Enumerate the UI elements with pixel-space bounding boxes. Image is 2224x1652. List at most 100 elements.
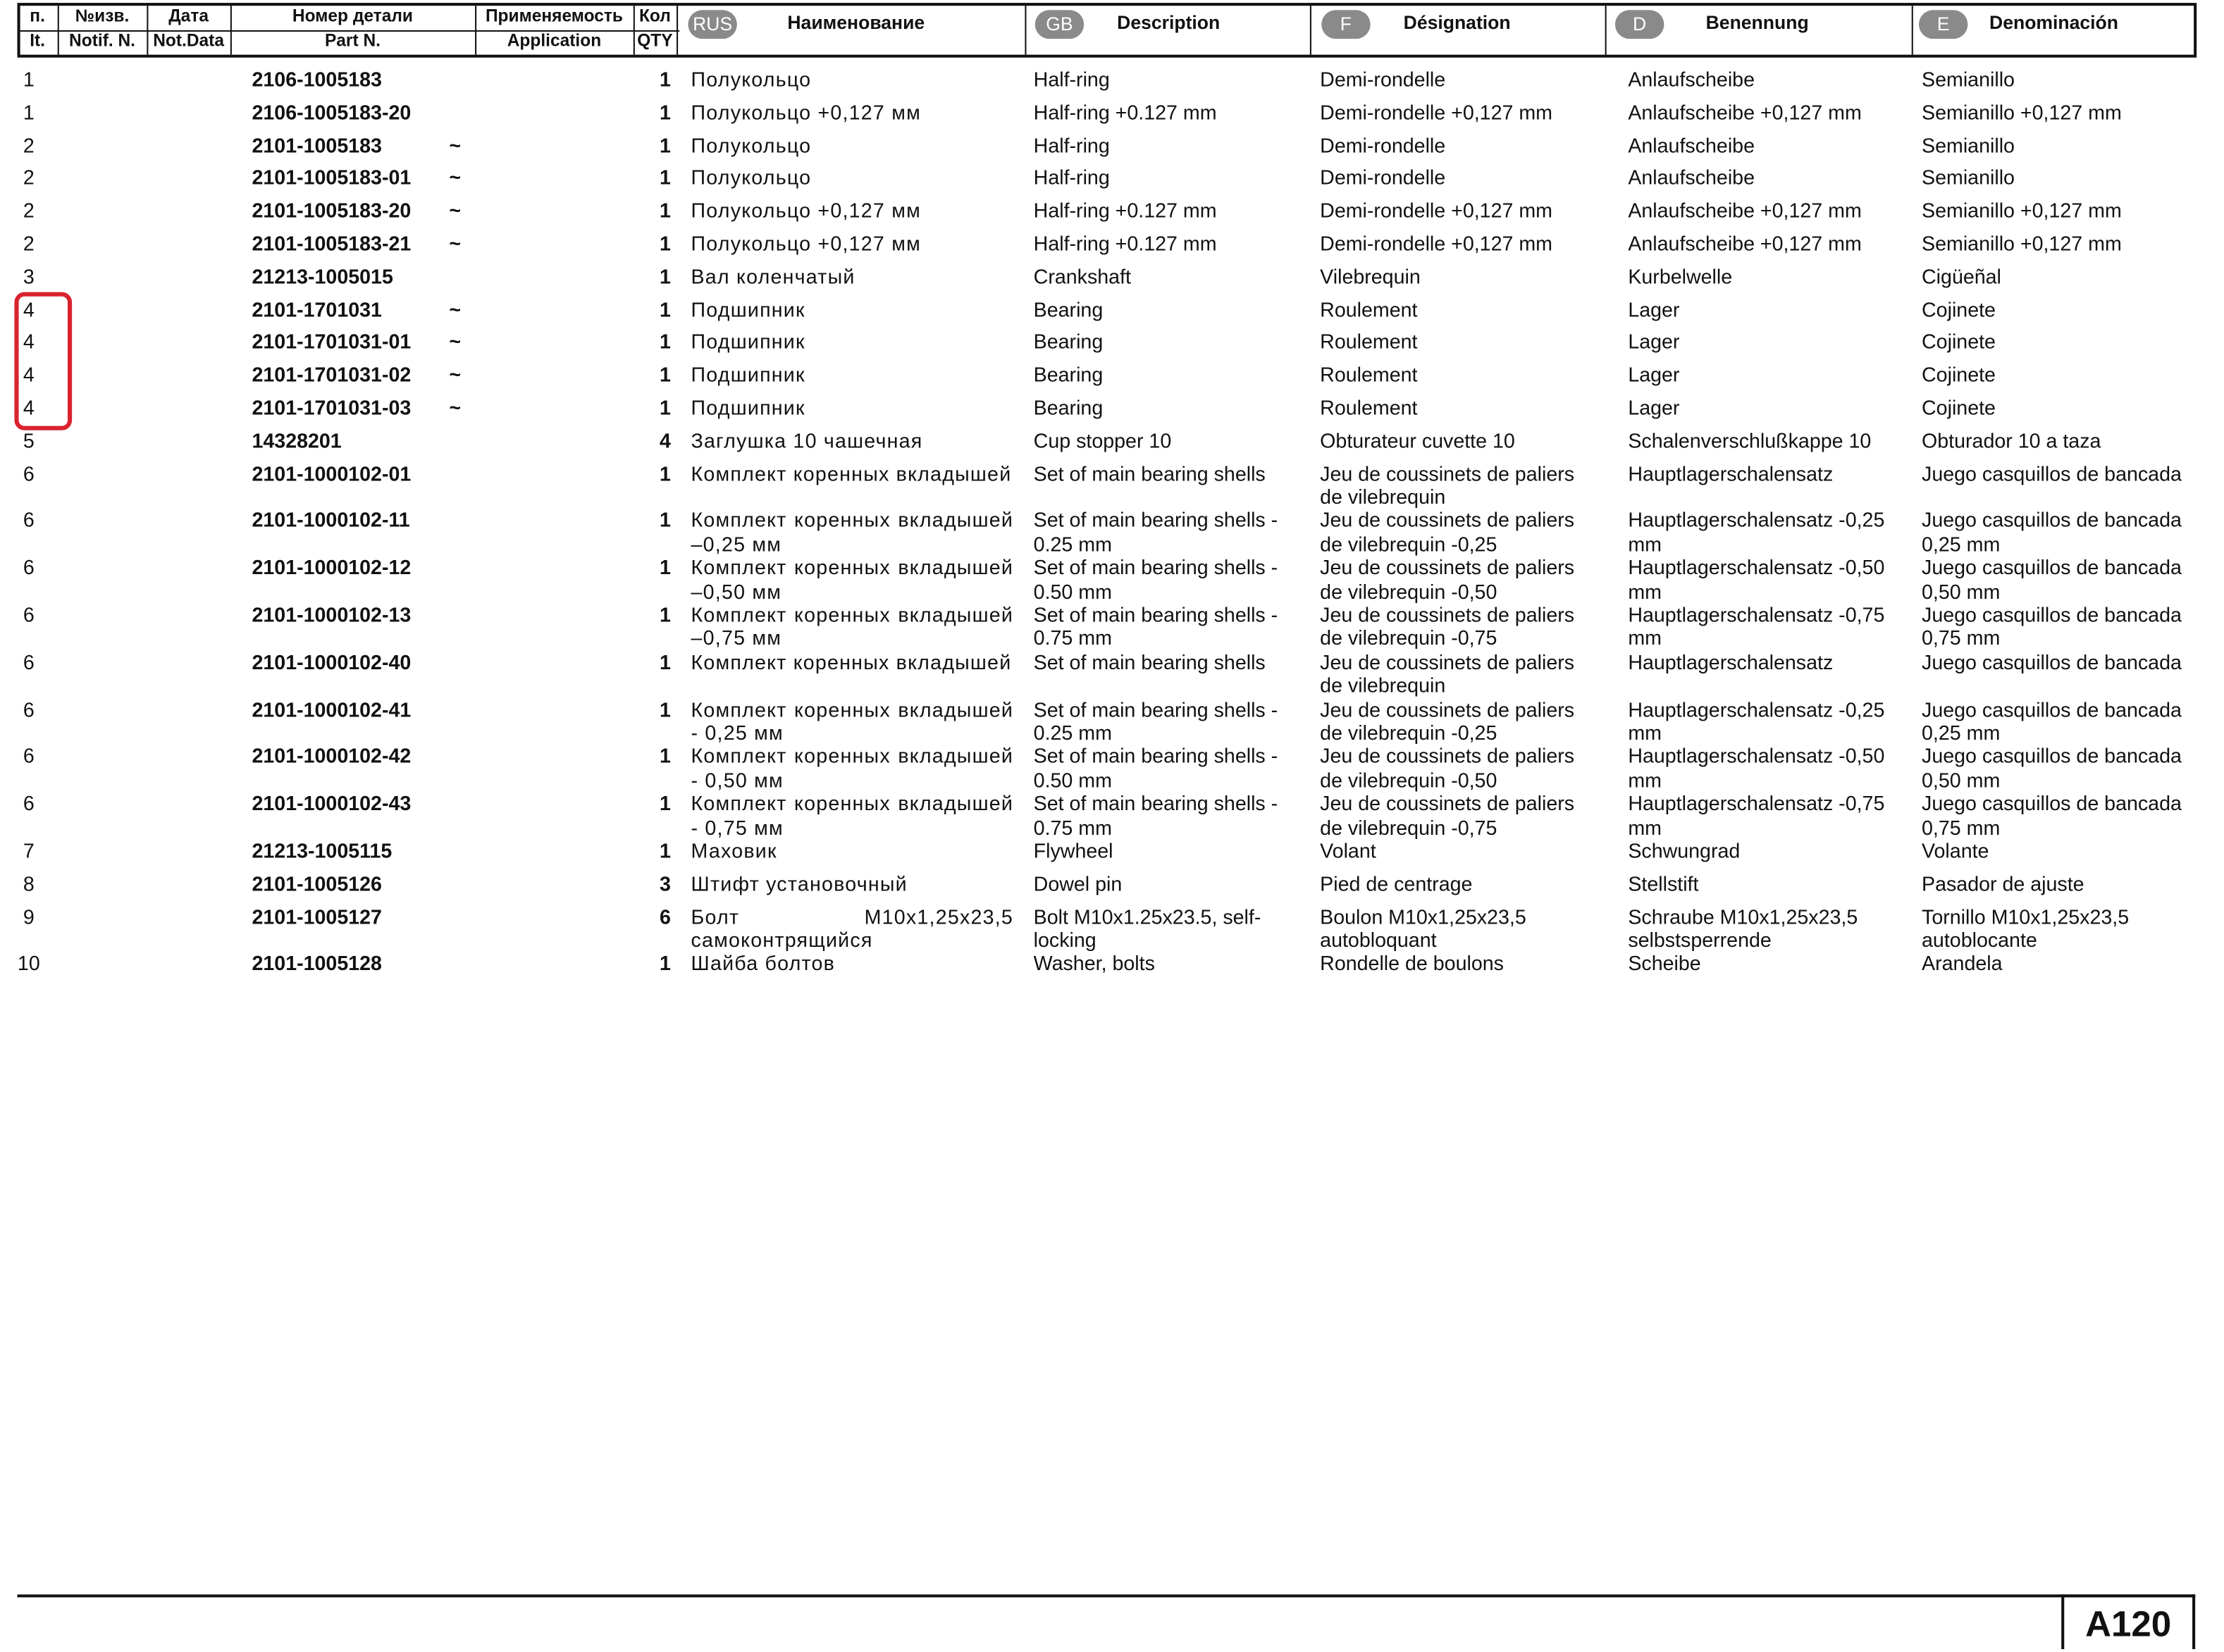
col-line: [230, 6, 232, 55]
table-row: 6 2101-1000102-40 1 Комплект коренных вклад…: [0, 650, 2224, 697]
name-gb: Half-ring +0.127 mm: [1033, 231, 1217, 255]
language-title: Denominación: [1989, 11, 2119, 33]
part-number: 2101-1000102-11: [252, 508, 410, 532]
table-row: 2 2101-1005183-01 ~ 1 Полукольцо Half-ring Dem…: [0, 166, 2224, 199]
table-row: 5 14328201 4 Заглушка 10 чашечная Cup stoppe…: [0, 428, 2224, 461]
name-gb: Set of main bearing shells - 0.75 mm: [1033, 792, 1278, 839]
application-mark: ~: [449, 166, 462, 190]
quantity: 1: [659, 744, 671, 768]
part-number: 2101-1005127: [252, 905, 382, 928]
name-d: Anlaufscheibe +0,127 mm: [1628, 231, 1862, 255]
name-rus: Комплект коренных вкладышей - 0,50 мм: [691, 744, 1014, 792]
name-rus: Вал коленчатый: [691, 264, 855, 288]
name-gb: Half-ring: [1033, 166, 1110, 190]
col-line: [1025, 6, 1027, 55]
quantity: 3: [659, 871, 671, 895]
name-e: Juego casquillos de bancada: [1922, 461, 2182, 485]
language-badge: E: [1918, 10, 1968, 39]
name-e: Cojinete: [1922, 395, 1996, 419]
part-number: 2101-1000102-41: [252, 697, 412, 721]
quantity: 1: [659, 231, 671, 255]
name-e: Juego casquillos de bancada 0,50 mm: [1922, 744, 2182, 792]
col-line: [677, 6, 679, 55]
name-f: Volant: [1320, 839, 1376, 862]
name-f: Demi-rondelle: [1320, 166, 1446, 190]
table-row: 2 2101-1005183-21 ~ 1 Полукольцо +0,127 мм Ha…: [0, 232, 2224, 265]
quantity: 1: [659, 395, 671, 419]
name-e: Juego casquillos de bancada: [1922, 650, 2182, 673]
part-number: 2101-1000102-12: [252, 555, 412, 579]
table-row: 4 2101-1701031-03 ~ 1 Подшипник Bearing Roulem…: [0, 396, 2224, 429]
quantity: 1: [659, 133, 671, 156]
name-f: Demi-rondelle: [1320, 68, 1446, 91]
header-label: Part N.: [324, 30, 381, 51]
name-e: Juego casquillos de bancada 0,50 mm: [1922, 555, 2182, 603]
part-number: 2101-1000102-43: [252, 792, 412, 815]
col-line: [1309, 6, 1311, 55]
part-number: 2101-1000102-40: [252, 650, 412, 673]
header-label: №изв.: [75, 6, 130, 26]
name-e: Juego casquillos de bancada 0,25 mm: [1922, 697, 2182, 745]
item-number: 6: [23, 792, 35, 815]
name-e: Volante: [1922, 839, 1989, 862]
page-number: A120: [2061, 1594, 2196, 1649]
quantity: 1: [659, 297, 671, 321]
table-row: 6 2101-1000102-01 1 Комплект коренных вклад…: [0, 461, 2224, 509]
table-row: 6 2101-1000102-41 1 Комплект коренных вклад…: [0, 697, 2224, 745]
col-line: [633, 6, 635, 55]
part-number: 2106-1005183-20: [252, 100, 412, 124]
table-row: 6 2101-1000102-12 1 Комплект коренных вклад…: [0, 556, 2224, 603]
table-row: 10 2101-1005128 1 Шайба болтов Washer, bolts…: [0, 952, 2224, 985]
application-mark: ~: [449, 330, 462, 354]
quantity: 1: [659, 363, 671, 386]
name-rus: Комплект коренных вкладышей –0,75 мм: [691, 602, 1014, 650]
name-d: Scheibe: [1628, 952, 1701, 975]
table-row: 4 2101-1701031-02 ~ 1 Подшипник Bearing Roulem…: [0, 363, 2224, 396]
quantity: 1: [659, 650, 671, 673]
part-number: 2106-1005183: [252, 68, 382, 91]
name-gb: Set of main bearing shells - 0.50 mm: [1033, 555, 1278, 603]
name-gb: Half-ring +0.127 mm: [1033, 199, 1217, 222]
part-number: 2101-1000102-01: [252, 461, 412, 485]
part-number: 2101-1000102-42: [252, 744, 412, 768]
col-line: [1911, 6, 1913, 55]
name-d: Lager: [1628, 330, 1680, 354]
name-e: Cojinete: [1922, 363, 1996, 386]
quantity: 1: [659, 839, 671, 862]
name-gb: Flywheel: [1033, 839, 1113, 862]
col-line: [147, 6, 149, 55]
item-number: 2: [23, 166, 35, 190]
header-label: QTY: [637, 30, 673, 51]
header-label: Кол: [638, 6, 671, 26]
name-gb: Crankshaft: [1033, 264, 1131, 288]
name-gb: Bolt M10x1.25x23.5, self-locking: [1033, 905, 1261, 952]
name-f: Demi-rondelle +0,127 mm: [1320, 100, 1553, 124]
name-gb: Bearing: [1033, 297, 1104, 321]
table-row: 6 2101-1000102-11 1 Комплект коренных вклад…: [0, 509, 2224, 556]
table-row: 4 2101-1701031 ~ 1 Подшипник Bearing Roulement…: [0, 297, 2224, 330]
name-d: Anlaufscheibe: [1628, 166, 1755, 190]
name-f: Jeu de coussinets de paliers de vilebreq…: [1320, 602, 1575, 650]
header-label: Notif. N.: [69, 30, 136, 51]
name-gb: Bearing: [1033, 395, 1104, 419]
table-row: 2 2101-1005183-20 ~ 1 Полукольцо +0,127 мм Ha…: [0, 199, 2224, 232]
name-e: Juego casquillos de bancada 0,75 mm: [1922, 602, 2182, 650]
name-d: Anlaufscheibe: [1628, 68, 1755, 91]
part-number: 14328201: [252, 428, 342, 452]
name-d: Stellstift: [1628, 871, 1699, 895]
item-number: 6: [23, 461, 35, 485]
header-label: Application: [507, 30, 602, 51]
part-number: 2101-1701031-03 ~: [252, 395, 462, 419]
language-title: Benennung: [1705, 11, 1809, 33]
header-label: Not.Data: [153, 30, 224, 51]
header-label: Номер детали: [292, 6, 414, 26]
item-number: 6: [23, 508, 35, 532]
name-f: Jeu de coussinets de paliers de vilebreq…: [1320, 555, 1575, 603]
part-number: 2101-1000102-13: [252, 602, 412, 626]
quantity: 1: [659, 68, 671, 91]
name-rus: Маховик: [691, 839, 777, 862]
item-number: 4: [23, 297, 35, 321]
quantity: 6: [659, 905, 671, 928]
name-d: Hauptlagerschalensatz -0,75 mm: [1628, 792, 1885, 839]
